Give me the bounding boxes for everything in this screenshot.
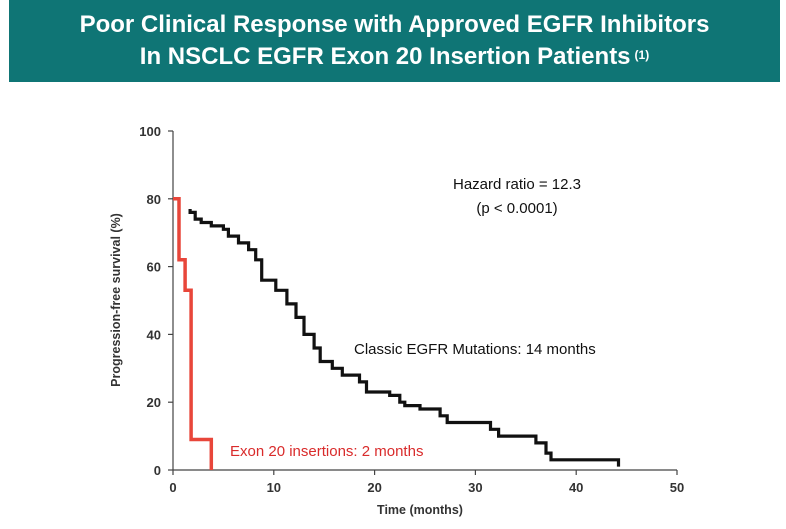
y-tick-label: 20 [147,395,161,410]
page-title-line2-text: In NSCLC EGFR Exon 20 Insertion Patients [139,43,631,70]
exon20-survival-curve [173,197,214,470]
exon20-label: Exon 20 insertions: 2 months [230,443,423,460]
x-tick-label: 50 [670,480,684,495]
footnote-reference: (1) [634,48,650,62]
x-tick-label: 40 [569,480,583,495]
curves-group [173,197,621,470]
x-tick-label: 0 [169,480,176,495]
hazard-ratio-label: Hazard ratio = 12.3 [453,176,581,193]
classic-egfr-survival-curve [188,209,621,467]
x-tick-label: 30 [468,480,482,495]
page-title-line2: In NSCLC EGFR Exon 20 Insertion Patients… [9,41,780,73]
axes-group [172,131,677,471]
y-tick-label: 40 [147,327,161,342]
classic-egfr-label: Classic EGFR Mutations: 14 months [354,341,596,358]
p-value-label: (p < 0.0001) [476,200,557,217]
y-tick-label: 80 [147,192,161,207]
y-axis-title: Progression-free survival (%) [109,213,123,387]
x-tick-label: 20 [367,480,381,495]
y-tick-label: 0 [154,463,161,478]
y-tick-label: 60 [147,260,161,275]
x-tick-label: 10 [267,480,281,495]
x-axis-title: Time (months) [377,503,463,517]
ticks-group: 0 10 20 30 40 50 0 20 40 60 80 100 [139,124,684,495]
title-banner: Poor Clinical Response with Approved EGF… [9,0,780,82]
page-title-line1: Poor Clinical Response with Approved EGF… [79,11,710,38]
y-tick-label: 100 [139,124,161,139]
